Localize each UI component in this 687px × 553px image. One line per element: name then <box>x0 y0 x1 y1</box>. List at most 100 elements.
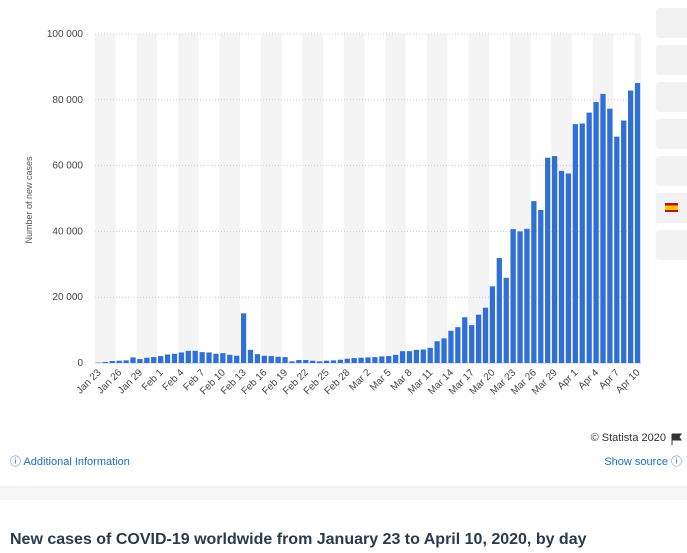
stripe <box>95 34 116 363</box>
stripe <box>468 34 489 363</box>
flag <box>665 203 678 212</box>
stripe <box>385 34 407 363</box>
cite-button[interactable] <box>656 156 687 186</box>
bar <box>427 347 433 363</box>
bar <box>337 359 343 363</box>
x-tick-label: Apr 4 <box>577 367 602 392</box>
x-tick-label: Apr 1 <box>556 367 581 392</box>
x-tick-label: Feb 4 <box>161 367 187 393</box>
bar <box>441 338 447 363</box>
show-source[interactable]: Show source ⓘ <box>604 456 682 468</box>
bar <box>171 353 178 363</box>
bar <box>372 357 378 363</box>
bar <box>572 124 578 364</box>
bar <box>379 356 385 363</box>
stripe <box>136 34 158 363</box>
bar <box>192 350 198 363</box>
language-button[interactable] <box>656 193 687 223</box>
bar <box>316 361 323 363</box>
bar <box>275 356 281 363</box>
bar <box>413 349 420 363</box>
additional-information[interactable]: ⓘ Additional Information <box>10 456 130 468</box>
bar <box>399 351 406 363</box>
bar <box>199 352 205 363</box>
bar <box>116 360 122 363</box>
bar <box>448 330 454 363</box>
bar <box>351 358 357 363</box>
x-tick-label: Apr 10 <box>614 367 643 396</box>
bar <box>538 210 544 363</box>
bar <box>558 170 565 363</box>
bar <box>455 327 461 363</box>
bar <box>240 313 247 363</box>
y-tick-label: 100 000 <box>47 29 84 40</box>
bar <box>137 359 143 363</box>
stripe <box>219 34 241 363</box>
bar <box>109 361 115 363</box>
bar <box>551 156 558 363</box>
bar <box>496 258 502 363</box>
bar <box>227 354 233 363</box>
stripe <box>302 34 324 363</box>
bar <box>489 286 496 363</box>
bar <box>393 354 399 363</box>
stripe <box>426 34 448 363</box>
bar <box>296 360 302 363</box>
bar <box>621 120 627 363</box>
bar <box>303 360 309 363</box>
bar <box>330 360 337 363</box>
bar <box>579 123 585 363</box>
bar <box>185 350 191 363</box>
bar <box>130 357 136 363</box>
stripe <box>343 34 365 363</box>
bar <box>475 314 482 363</box>
bar <box>206 352 212 363</box>
source: © Statista 2020 <box>591 432 666 444</box>
bar <box>164 354 171 363</box>
bar <box>151 357 157 363</box>
bar <box>123 360 129 363</box>
stripe <box>260 34 282 363</box>
share-button[interactable] <box>656 119 687 149</box>
stripe <box>177 34 199 363</box>
y-tick-label: 0 <box>77 358 83 369</box>
show-source-text[interactable]: Show source <box>604 456 668 468</box>
bar <box>102 362 108 363</box>
bar <box>268 356 274 363</box>
bar <box>406 351 413 363</box>
bell-button[interactable] <box>656 45 687 75</box>
bar <box>323 360 330 363</box>
bar <box>545 157 551 363</box>
y-tick-label: 60 000 <box>52 161 83 172</box>
bar <box>386 356 392 363</box>
bar <box>614 136 620 363</box>
bar <box>261 355 267 363</box>
bar <box>358 357 364 363</box>
bar <box>282 357 288 363</box>
bar <box>234 355 240 363</box>
x-tick-label: Mar 2 <box>347 367 373 393</box>
bar <box>434 341 440 363</box>
y-tick-label: 40 000 <box>52 226 83 237</box>
star-button[interactable] <box>656 8 687 38</box>
bar <box>365 357 371 363</box>
x-tick-label: Feb 1 <box>140 367 166 393</box>
y-axis-label: Number of new cases <box>24 156 34 244</box>
bar <box>524 228 530 363</box>
bar <box>158 356 164 363</box>
bar <box>517 231 523 363</box>
additional-information-text[interactable]: Additional Information <box>23 456 130 468</box>
bar <box>593 102 599 363</box>
bar <box>462 317 468 363</box>
bar <box>469 325 475 363</box>
settings-button[interactable] <box>656 82 687 112</box>
x-tick-label: Mar 5 <box>368 367 394 393</box>
bar <box>531 201 537 363</box>
chart-title: New cases of COVID-19 worldwide from Jan… <box>10 531 587 548</box>
bar <box>628 90 634 363</box>
bar <box>482 307 489 363</box>
bar <box>254 354 261 363</box>
print-button[interactable] <box>656 230 687 260</box>
bar <box>310 360 316 363</box>
